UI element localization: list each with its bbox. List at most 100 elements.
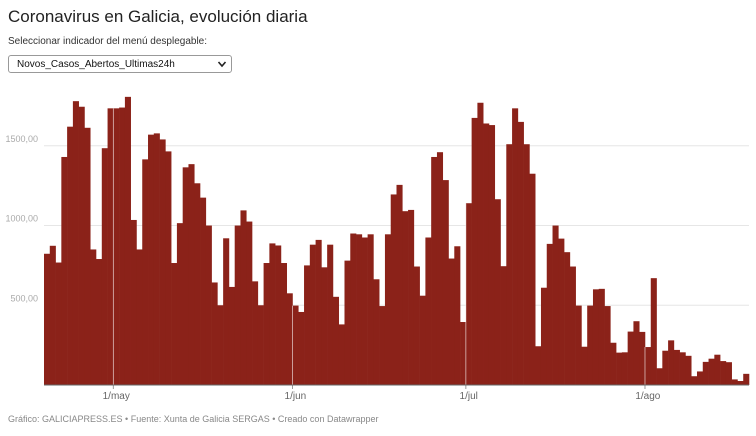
bar [142, 159, 149, 385]
x-tick-label: 1/jun [285, 391, 307, 402]
bar [604, 306, 611, 385]
bar [78, 106, 85, 386]
bar [512, 108, 519, 386]
bar [44, 253, 51, 385]
bar [448, 258, 455, 385]
bar [587, 305, 594, 385]
y-tick-label: 1000,00 [5, 214, 38, 224]
bar [592, 289, 600, 385]
bar [159, 139, 166, 385]
bar [737, 381, 744, 385]
bar [436, 152, 444, 385]
bar [101, 148, 108, 385]
bar [575, 305, 582, 385]
bar [408, 209, 415, 385]
bar-chart: 500,00 1000,00 1500,00 1/may 1/jun 1/jul 1/ago [5, 96, 750, 402]
bar [367, 234, 374, 385]
bar [598, 288, 605, 385]
bar [419, 295, 426, 385]
bar [211, 282, 218, 385]
bar [356, 234, 363, 385]
bar [696, 371, 704, 385]
bar [217, 305, 224, 385]
bar [246, 221, 253, 385]
bar [743, 373, 750, 385]
bar [165, 151, 172, 385]
bar [488, 125, 496, 385]
bar [460, 322, 467, 385]
bar [252, 281, 259, 385]
bar [552, 225, 559, 385]
bar [205, 225, 212, 385]
x-tick-label: 1/jul [460, 391, 478, 402]
bar [691, 376, 698, 385]
bar [67, 126, 74, 386]
bar [546, 243, 553, 385]
bar [650, 278, 657, 385]
bar [569, 266, 576, 385]
dropdown-label: Seleccionar indicador del menú desplegab… [8, 36, 208, 47]
bar [263, 263, 270, 385]
bar [228, 286, 235, 385]
x-tick-label: 1/ago [635, 391, 660, 402]
chevron-down-icon [217, 61, 227, 68]
bar [477, 102, 484, 385]
bar [702, 361, 709, 385]
bar [535, 346, 542, 385]
bar [136, 249, 143, 385]
bar [113, 108, 120, 386]
bar [49, 245, 56, 385]
bar [240, 210, 247, 385]
bar [540, 287, 548, 385]
bar [402, 211, 409, 385]
y-tick-label: 500,00 [10, 293, 38, 303]
bar [523, 144, 530, 385]
bar [679, 352, 686, 385]
bar [731, 379, 738, 385]
bar [130, 219, 137, 385]
bar [292, 305, 299, 385]
bar [124, 96, 131, 386]
bar [309, 244, 316, 385]
bar [304, 265, 311, 385]
bar [668, 340, 675, 385]
bar [194, 183, 201, 385]
bar [223, 238, 230, 385]
bar [350, 233, 357, 385]
bar [200, 197, 207, 385]
bar [298, 311, 305, 385]
bar [529, 173, 536, 385]
bar [465, 203, 472, 385]
bar [633, 321, 640, 385]
bar [627, 331, 634, 385]
chart-title: Coronavirus en Galicia, evolución diaria [8, 7, 308, 26]
bar [685, 355, 692, 385]
indicator-dropdown[interactable]: Novos_Casos_Abertos_Ultimas24h [8, 55, 232, 73]
bar [379, 306, 386, 385]
bar [396, 184, 403, 385]
bar [725, 362, 732, 385]
bar [558, 238, 565, 385]
bar [390, 194, 397, 385]
bar [119, 107, 126, 386]
bar [176, 223, 183, 385]
bar [708, 358, 715, 385]
bar [644, 347, 652, 385]
bar [96, 259, 103, 385]
footer-credits: Gráfico: GALICIAPRESS.ES • Fuente: Xunta… [8, 414, 379, 424]
bar [564, 252, 571, 385]
bar [581, 346, 588, 385]
bar [171, 263, 178, 385]
bar [148, 134, 155, 385]
bar [275, 245, 282, 385]
y-tick-label: 1500,00 [5, 134, 38, 144]
bar [714, 354, 721, 385]
bar [517, 121, 524, 385]
bar [373, 279, 380, 385]
bar [90, 249, 97, 385]
bar [188, 164, 195, 385]
bar [332, 296, 340, 385]
bar [361, 237, 368, 385]
bar [321, 267, 328, 385]
bar [344, 260, 351, 385]
